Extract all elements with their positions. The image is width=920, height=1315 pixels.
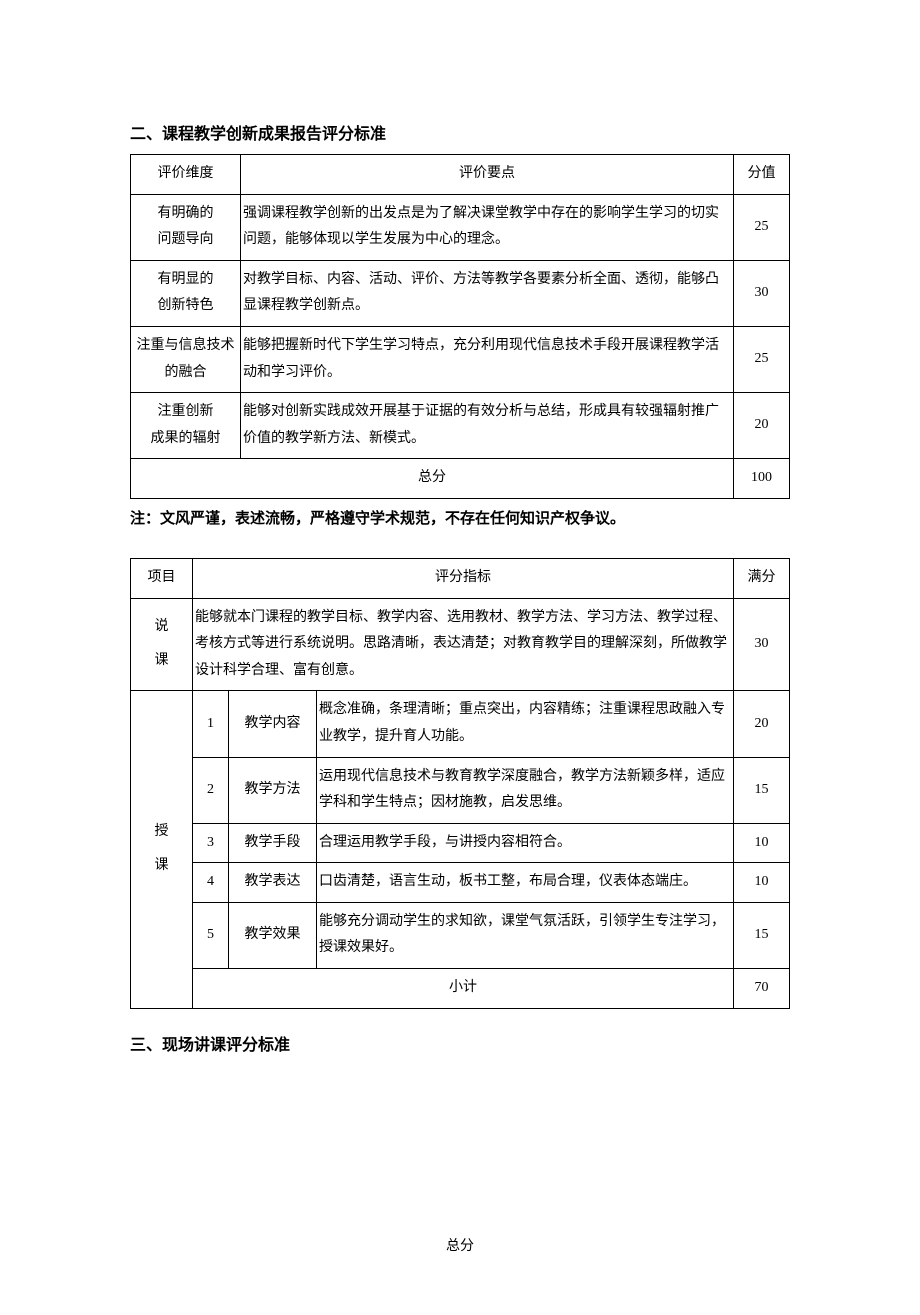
table-row: 2 教学方法 运用现代信息技术与教育教学深度融合，教学方法新颖多样，适应学科和学… <box>131 757 790 823</box>
cell-desc: 能够对创新实践成效开展基于证据的有效分析与总结，形成具有较强辐射推广价值的教学新… <box>241 393 734 459</box>
cell-num: 3 <box>193 823 229 863</box>
dim-line1: 有明显的 <box>135 267 236 294</box>
cell-shouke: 授 课 <box>131 691 193 1008</box>
table-row: 有明确的 问题导向 强调课程教学创新的出发点是为了解决课堂教学中存在的影响学生学… <box>131 194 790 260</box>
table-row: 4 教学表达 口齿清楚，语言生动，板书工整，布局合理，仪表体态端庄。 10 <box>131 863 790 903</box>
section3-heading: 三、现场讲课评分标准 <box>130 1031 790 1055</box>
cell-dimension: 有明确的 问题导向 <box>131 194 241 260</box>
header-dimension: 评价维度 <box>131 155 241 195</box>
dim-line2: 创新特色 <box>135 293 236 320</box>
cell-dimension: 注重创新 成果的辐射 <box>131 393 241 459</box>
header-fullscore: 满分 <box>734 558 790 598</box>
table-row: 注重创新 成果的辐射 能够对创新实践成效开展基于证据的有效分析与总结，形成具有较… <box>131 393 790 459</box>
cell-desc: 能够把握新时代下学生学习特点，充分利用现代信息技术手段开展课程教学活动和学习评价… <box>241 326 734 392</box>
cell-num: 5 <box>193 902 229 968</box>
cell-score: 20 <box>734 393 790 459</box>
total-score: 100 <box>734 459 790 499</box>
cell-desc: 合理运用教学手段，与讲授内容相符合。 <box>317 823 734 863</box>
table-header-row: 项目 评分指标 满分 <box>131 558 790 598</box>
table-row: 说 课 能够就本门课程的教学目标、教学内容、选用教材、教学方法、学习方法、教学过… <box>131 598 790 691</box>
table-total-row: 总分 100 <box>131 459 790 499</box>
cell-desc: 能够充分调动学生的求知欲，课堂气氛活跃，引领学生专注学习，授课效果好。 <box>317 902 734 968</box>
cell-score: 15 <box>734 902 790 968</box>
dim-line2: 问题导向 <box>135 227 236 254</box>
subtotal-label: 小计 <box>193 969 734 1009</box>
cell-dimension: 有明显的 创新特色 <box>131 260 241 326</box>
note-text: 注：文风严谨，表述流畅，严格遵守学术规范，不存在任何知识产权争议。 <box>130 507 790 528</box>
cell-score: 10 <box>734 863 790 903</box>
ke-char: 课 <box>135 648 188 675</box>
header-points: 评价要点 <box>241 155 734 195</box>
footer-total-label: 总分 <box>130 1235 790 1255</box>
header-indicator: 评分指标 <box>193 558 734 598</box>
table-row: 授 课 1 教学内容 概念准确，条理清晰；重点突出，内容精练；注重课程思政融入专… <box>131 691 790 757</box>
cell-desc: 对教学目标、内容、活动、评价、方法等教学各要素分析全面、透彻，能够凸显课程教学创… <box>241 260 734 326</box>
table-row: 有明显的 创新特色 对教学目标、内容、活动、评价、方法等教学各要素分析全面、透彻… <box>131 260 790 326</box>
cell-num: 2 <box>193 757 229 823</box>
cell-score: 25 <box>734 326 790 392</box>
cell-desc: 运用现代信息技术与教育教学深度融合，教学方法新颖多样，适应学科和学生特点；因材施… <box>317 757 734 823</box>
dim-line2: 成果的辐射 <box>135 426 236 453</box>
cell-shuo-desc: 能够就本门课程的教学目标、教学内容、选用教材、教学方法、学习方法、教学过程、考核… <box>193 598 734 691</box>
cell-num: 4 <box>193 863 229 903</box>
shou-char: 授 <box>135 819 188 846</box>
dim-line1: 注重创新 <box>135 399 236 426</box>
shou-ke-char: 课 <box>135 853 188 880</box>
cell-num: 1 <box>193 691 229 757</box>
header-score: 分值 <box>734 155 790 195</box>
cell-name: 教学表达 <box>229 863 317 903</box>
cell-name: 教学效果 <box>229 902 317 968</box>
section2-heading: 二、课程教学创新成果报告评分标准 <box>130 120 790 144</box>
cell-dimension: 注重与信息技术 的融合 <box>131 326 241 392</box>
cell-score: 10 <box>734 823 790 863</box>
cell-score: 20 <box>734 691 790 757</box>
cell-score: 15 <box>734 757 790 823</box>
cell-shuo-score: 30 <box>734 598 790 691</box>
table-subtotal-row: 小计 70 <box>131 969 790 1009</box>
table-header-row: 评价维度 评价要点 分值 <box>131 155 790 195</box>
cell-name: 教学内容 <box>229 691 317 757</box>
cell-desc: 强调课程教学创新的出发点是为了解决课堂教学中存在的影响学生学习的切实问题，能够体… <box>241 194 734 260</box>
header-project: 项目 <box>131 558 193 598</box>
subtotal-score: 70 <box>734 969 790 1009</box>
cell-desc: 口齿清楚，语言生动，板书工整，布局合理，仪表体态端庄。 <box>317 863 734 903</box>
cell-name: 教学手段 <box>229 823 317 863</box>
cell-shuoke: 说 课 <box>131 598 193 691</box>
table-row: 5 教学效果 能够充分调动学生的求知欲，课堂气氛活跃，引领学生专注学习，授课效果… <box>131 902 790 968</box>
table-scoring-criteria-2: 项目 评分指标 满分 说 课 能够就本门课程的教学目标、教学内容、选用教材、教学… <box>130 558 790 1009</box>
dim-line1: 有明确的 <box>135 201 236 228</box>
table-row: 注重与信息技术 的融合 能够把握新时代下学生学习特点，充分利用现代信息技术手段开… <box>131 326 790 392</box>
cell-name: 教学方法 <box>229 757 317 823</box>
cell-score: 30 <box>734 260 790 326</box>
total-label: 总分 <box>131 459 734 499</box>
table-scoring-criteria-1: 评价维度 评价要点 分值 有明确的 问题导向 强调课程教学创新的出发点是为了解决… <box>130 154 790 499</box>
cell-score: 25 <box>734 194 790 260</box>
dim-line1: 注重与信息技术 <box>135 333 236 360</box>
dim-line2: 的融合 <box>135 360 236 387</box>
cell-desc: 概念准确，条理清晰；重点突出，内容精练；注重课程思政融入专业教学，提升育人功能。 <box>317 691 734 757</box>
table-row: 3 教学手段 合理运用教学手段，与讲授内容相符合。 10 <box>131 823 790 863</box>
shuo-char: 说 <box>135 614 188 641</box>
